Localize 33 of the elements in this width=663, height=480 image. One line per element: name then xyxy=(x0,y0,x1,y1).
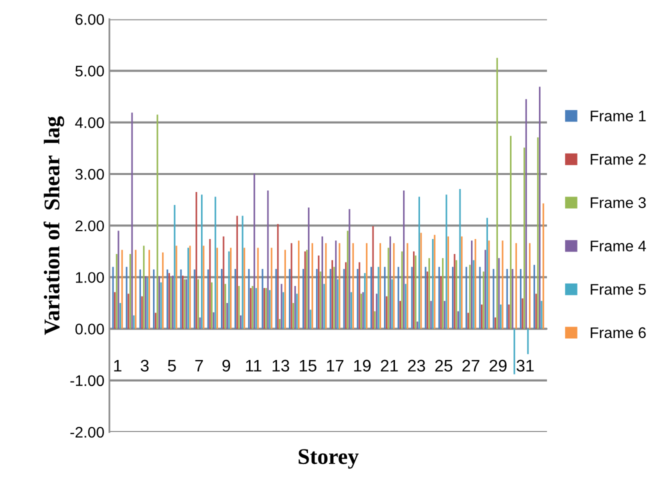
legend-label: Frame 5 xyxy=(590,284,646,295)
legend-label: Frame 2 xyxy=(590,154,646,165)
x-tick-label: 3 xyxy=(140,360,149,372)
x-tick-label: 27 xyxy=(462,360,480,372)
x-tick-label: 23 xyxy=(408,360,426,372)
y-axis-title: Variation of Shear lag xyxy=(44,116,64,335)
legend-label: Frame 1 xyxy=(590,110,646,122)
y-tick-label: -2.00 xyxy=(70,426,104,438)
y-tick-label: 6.00 xyxy=(76,14,104,25)
y-tick-label: 0.00 xyxy=(75,324,104,334)
y-tick-label: 5.00 xyxy=(75,66,104,76)
legend-label: Frame 3 xyxy=(590,197,646,208)
x-tick-label: 19 xyxy=(354,360,371,372)
x-tick-label: 25 xyxy=(435,360,452,372)
x-tick-label: 13 xyxy=(272,360,290,372)
x-tick-label: 7 xyxy=(195,360,203,372)
x-axis-title: Storey xyxy=(298,449,359,469)
x-tick-label: 5 xyxy=(168,360,176,372)
x-tick-label: 17 xyxy=(326,360,344,372)
legend-label: Frame 4 xyxy=(590,240,646,252)
x-tick-label: 31 xyxy=(516,360,534,372)
x-tick-label: 15 xyxy=(300,360,316,372)
y-tick-label: 4.00 xyxy=(75,117,104,128)
x-tick-label: 1 xyxy=(114,360,122,372)
y-tick-label: 1.00 xyxy=(76,272,104,283)
legend-label: Frame 6 xyxy=(590,327,646,338)
y-tick-label: 3.00 xyxy=(75,168,104,180)
x-tick-label: 21 xyxy=(380,360,398,372)
x-tick-label: 9 xyxy=(222,360,230,372)
y-tick-label: 2.00 xyxy=(76,220,104,232)
x-tick-label: 11 xyxy=(246,360,262,372)
y-tick-label: -1.00 xyxy=(70,375,104,386)
x-tick-label: 29 xyxy=(490,360,507,372)
